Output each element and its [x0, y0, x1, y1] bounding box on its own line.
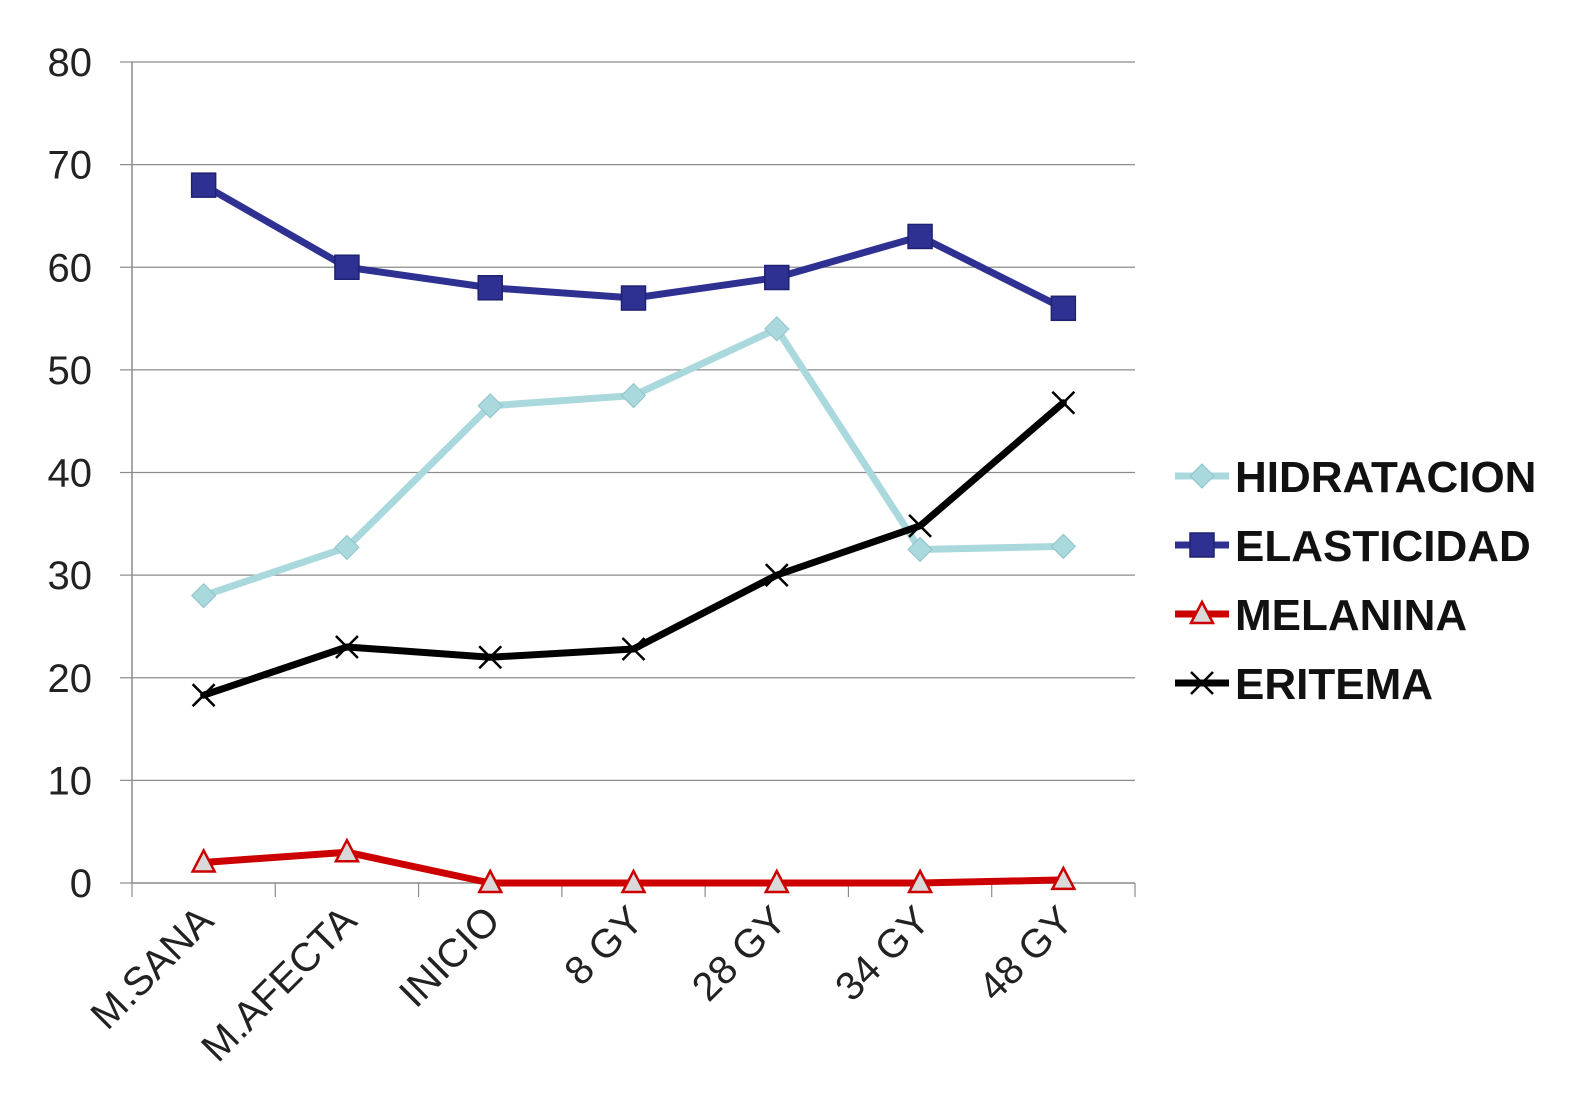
y-tick-label: 40 — [48, 452, 93, 496]
data-point — [620, 868, 647, 894]
data-point — [621, 637, 646, 661]
data-point — [190, 847, 217, 873]
series-line — [200, 325, 1067, 600]
data-point — [908, 513, 932, 538]
data-point — [190, 172, 217, 198]
data-point — [1050, 865, 1077, 891]
legend-label: HIDRATACION — [1235, 453, 1536, 502]
data-point — [620, 382, 647, 409]
legend-label: ELASTICIDAD — [1235, 522, 1531, 571]
y-tick-label: 80 — [48, 41, 93, 85]
y-tick-label: 20 — [48, 657, 93, 701]
data-point — [1190, 671, 1214, 695]
x-tick-label: 28 GY — [684, 898, 795, 1009]
data-point — [620, 285, 647, 311]
series-elasticidad — [190, 172, 1077, 322]
data-point — [907, 868, 934, 894]
x-tick-label: M.AFECTA — [193, 898, 365, 1070]
series-hidratacion — [190, 316, 1077, 609]
y-tick-label: 70 — [48, 144, 93, 188]
legend-label: MELANINA — [1235, 591, 1467, 640]
x-tick-label: INICIO — [391, 898, 509, 1016]
y-tick-label: 50 — [48, 349, 93, 393]
data-point — [334, 534, 360, 561]
y-tick-label: 10 — [48, 759, 93, 803]
data-point — [1188, 599, 1216, 625]
data-point — [763, 868, 790, 894]
data-point — [191, 683, 216, 708]
legend-item-elasticidad: ELASTICIDAD — [1175, 522, 1531, 571]
data-point — [190, 582, 217, 609]
legend-item-eritema: ERITEMA — [1175, 660, 1433, 709]
axes — [120, 61, 1136, 897]
data-point — [1189, 532, 1215, 558]
legend-label: ERITEMA — [1235, 660, 1433, 709]
gridlines — [132, 61, 1135, 781]
data-point — [477, 275, 503, 301]
x-tick-label: 34 GY — [827, 898, 938, 1009]
legend-item-melanina: MELANINA — [1175, 591, 1467, 640]
data-point — [334, 254, 360, 280]
x-tick-label: 48 GY — [970, 898, 1081, 1009]
y-tick-label: 0 — [70, 862, 92, 906]
data-point — [1050, 533, 1077, 560]
data-point — [477, 868, 504, 894]
data-point — [764, 563, 789, 588]
data-point — [764, 316, 790, 342]
x-tick-label: M.SANA — [82, 898, 222, 1038]
data-point — [1189, 463, 1215, 489]
data-point — [478, 645, 503, 670]
data-point — [333, 837, 360, 863]
series-melanina — [190, 837, 1077, 894]
data-point — [907, 223, 933, 250]
data-point — [764, 264, 790, 291]
legend-item-hidratacion: HIDRATACION — [1175, 453, 1536, 502]
series-lines — [190, 172, 1077, 894]
legend: HIDRATACION ELASTICIDAD MELANINA ERITEMA — [1175, 453, 1536, 709]
data-point — [1051, 390, 1076, 415]
data-point — [335, 635, 359, 659]
y-tick-labels: 0 10 20 30 40 50 60 70 80 — [48, 41, 93, 906]
data-point — [907, 536, 933, 563]
data-point — [477, 393, 503, 419]
series-eritema — [191, 390, 1076, 708]
data-point — [1050, 295, 1077, 322]
y-tick-label: 60 — [48, 246, 93, 290]
y-tick-label: 30 — [48, 554, 93, 598]
x-tick-label: 8 GY — [556, 898, 652, 994]
